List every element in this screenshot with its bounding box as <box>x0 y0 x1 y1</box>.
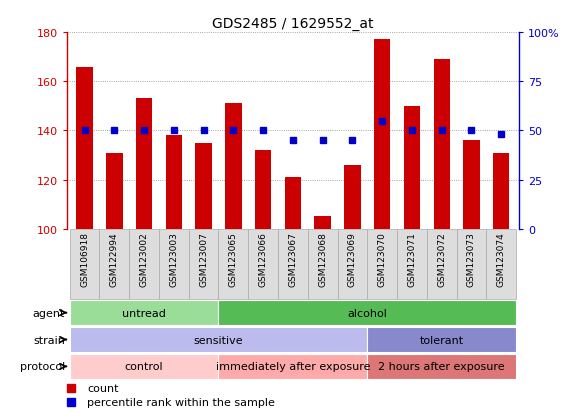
Text: agent: agent <box>33 308 65 318</box>
Text: immediately after exposure: immediately after exposure <box>216 361 370 372</box>
Bar <box>159 229 188 299</box>
Text: strain: strain <box>33 335 65 345</box>
Bar <box>404 107 420 229</box>
Text: protocol: protocol <box>20 361 65 372</box>
Text: GSM123003: GSM123003 <box>169 231 178 286</box>
Text: GSM106918: GSM106918 <box>80 231 89 286</box>
Bar <box>308 229 338 299</box>
Text: GSM123072: GSM123072 <box>437 231 446 286</box>
Bar <box>70 229 99 299</box>
Text: GSM123070: GSM123070 <box>378 231 387 286</box>
Text: GSM123071: GSM123071 <box>408 231 416 286</box>
Text: sensitive: sensitive <box>194 335 243 345</box>
Text: GSM123073: GSM123073 <box>467 231 476 286</box>
Title: GDS2485 / 1629552_at: GDS2485 / 1629552_at <box>212 17 374 31</box>
Bar <box>106 153 122 229</box>
Bar <box>374 40 390 229</box>
Bar <box>70 301 219 325</box>
Bar <box>427 229 456 299</box>
Bar <box>70 328 367 352</box>
Bar <box>219 301 516 325</box>
Bar <box>397 229 427 299</box>
Bar <box>255 151 271 229</box>
Text: control: control <box>125 361 164 372</box>
Bar <box>188 229 219 299</box>
Bar <box>219 354 367 379</box>
Bar <box>219 229 248 299</box>
Bar <box>487 229 516 299</box>
Text: tolerant: tolerant <box>420 335 464 345</box>
Bar <box>463 141 480 229</box>
Text: GSM123002: GSM123002 <box>140 231 148 286</box>
Text: 2 hours after exposure: 2 hours after exposure <box>378 361 505 372</box>
Text: GSM123067: GSM123067 <box>288 231 298 286</box>
Bar <box>345 166 361 229</box>
Text: GSM123074: GSM123074 <box>496 231 506 286</box>
Text: GSM123068: GSM123068 <box>318 231 327 286</box>
Bar <box>195 143 212 229</box>
Bar <box>367 229 397 299</box>
Bar <box>314 217 331 229</box>
Bar <box>99 229 129 299</box>
Text: alcohol: alcohol <box>347 308 387 318</box>
Bar <box>456 229 487 299</box>
Text: percentile rank within the sample: percentile rank within the sample <box>87 398 275 408</box>
Bar <box>338 229 367 299</box>
Text: GSM123065: GSM123065 <box>229 231 238 286</box>
Bar <box>367 328 516 352</box>
Bar <box>225 104 241 229</box>
Bar <box>433 60 450 229</box>
Bar <box>493 153 509 229</box>
Text: GSM122994: GSM122994 <box>110 231 119 286</box>
Text: untread: untread <box>122 308 166 318</box>
Text: GSM123066: GSM123066 <box>259 231 267 286</box>
Bar <box>166 136 182 229</box>
Bar <box>70 354 219 379</box>
Bar <box>367 354 516 379</box>
Bar <box>129 229 159 299</box>
Bar <box>248 229 278 299</box>
Bar <box>77 67 93 229</box>
Bar <box>278 229 308 299</box>
Bar <box>285 178 301 229</box>
Text: GSM123069: GSM123069 <box>348 231 357 286</box>
Bar <box>136 99 153 229</box>
Text: GSM123007: GSM123007 <box>199 231 208 286</box>
Text: count: count <box>87 383 118 393</box>
